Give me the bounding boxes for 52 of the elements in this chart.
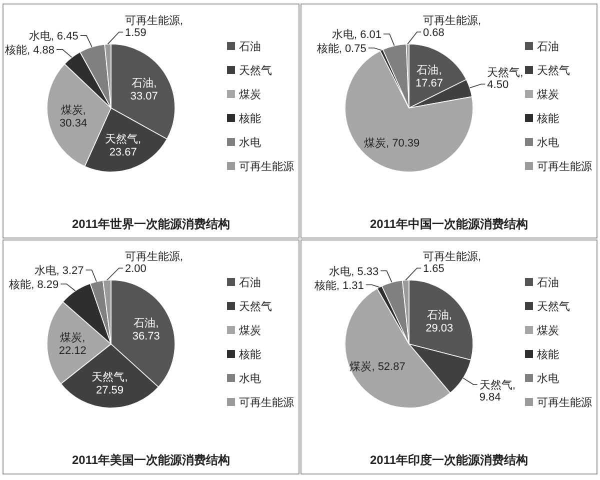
legend-label: 石油 [239,40,261,53]
data-label: 核能, 8.29 [8,278,59,291]
data-label: 核能, 4.88 [4,43,54,56]
legend-label: 煤炭 [537,324,559,337]
text: 2011年美国一次能源消费结构 [72,453,230,467]
legend-label: 可再生能源 [537,160,592,173]
data-label: 水电, 5.33 [329,264,379,278]
legend-label: 核能 [536,348,559,361]
data-label: 核能, 1.31 [313,278,364,292]
text: 2011年世界一次能源消费结构 [72,217,230,231]
legend-label: 天然气 [537,65,570,77]
legend-label: 天然气 [239,65,272,77]
data-label: 石油, 33.07 [130,76,158,103]
data-label: 石油, 29.03 [426,308,454,334]
legend-label: 石油 [537,276,559,289]
legend-label: 天然气 [537,301,570,313]
data-label: 天然气, 9.84 [479,379,516,404]
legend-label: 煤炭 [239,324,261,337]
text: 2011年中国一次能源消费结构 [370,217,528,231]
data-label: 可再生能源, 1.65 [423,250,482,276]
legend-label: 石油 [239,276,261,289]
data-label: 水电, 6.45 [28,29,78,42]
data-label: 煤炭, 30.34 [60,103,88,130]
legend-label: 核能 [238,348,261,361]
legend-label: 水电 [537,136,559,149]
legend-label: 石油 [537,40,559,53]
legend-label: 煤炭 [537,88,559,101]
legend-label: 水电 [239,136,261,149]
data-label: 天然气, 4.50 [487,67,524,92]
legend-label: 核能 [238,112,261,125]
data-label: 煤炭, 22.12 [58,331,86,358]
legend-label: 水电 [239,372,261,385]
data-label: 煤炭, 70.39 [364,136,420,150]
data-label: 可再生能源, 0.68 [423,14,482,40]
legend-label: 可再生能源 [537,396,592,409]
data-label: 水电, 6.01 [332,28,382,42]
data-label: 天然气, 23.67 [105,133,142,158]
data-label: 可再生能源, 2.00 [125,250,184,276]
text: 2011年印度一次能源消费结构 [370,453,528,467]
legend-label: 水电 [537,372,559,385]
legend-label: 可再生能源 [239,160,294,173]
legend-label: 天然气 [239,301,272,313]
data-label: 水电, 3.27 [34,264,84,277]
data-label: 核能, 0.75 [316,42,366,56]
data-label: 天然气, 27.59 [92,371,128,396]
data-label: 石油, 36.73 [132,316,160,342]
data-label: 可再生能源, 1.59 [125,14,184,40]
data-label: 石油, 17.67 [415,63,444,90]
legend-label: 可再生能源 [239,396,294,409]
data-label: 煤炭, 52.87 [350,360,406,374]
legend-label: 煤炭 [239,88,261,101]
legend-label: 核能 [536,112,559,125]
